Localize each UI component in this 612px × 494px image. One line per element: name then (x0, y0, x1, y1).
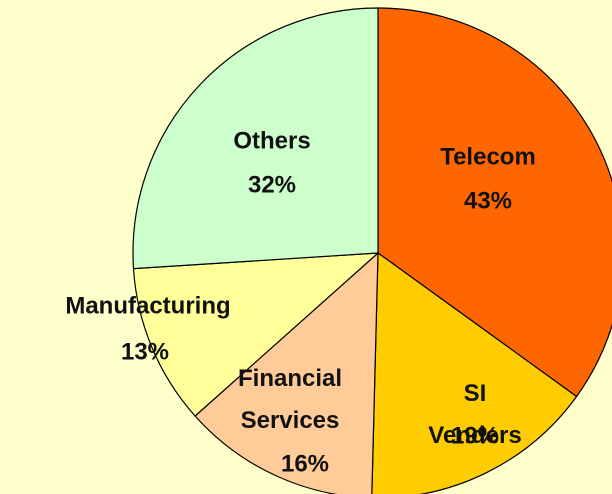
value-label: 16% (281, 450, 329, 477)
value-label: 19% (451, 422, 499, 449)
slice-label: Financial Services (238, 365, 342, 434)
value-label: 43% (464, 187, 512, 214)
slice-label: Manufacturing (65, 292, 230, 319)
slice-label: SI Venders (428, 380, 521, 449)
slice-label: Telecom (440, 143, 536, 170)
pie-slice (132, 252, 380, 417)
pie-slice (132, 7, 379, 270)
slice-label: Others (233, 127, 310, 154)
value-label: 32% (248, 171, 296, 198)
value-label: 13% (121, 338, 169, 365)
pie-slice (371, 251, 578, 494)
pie-slice (377, 7, 612, 398)
pie-slice (194, 251, 379, 494)
